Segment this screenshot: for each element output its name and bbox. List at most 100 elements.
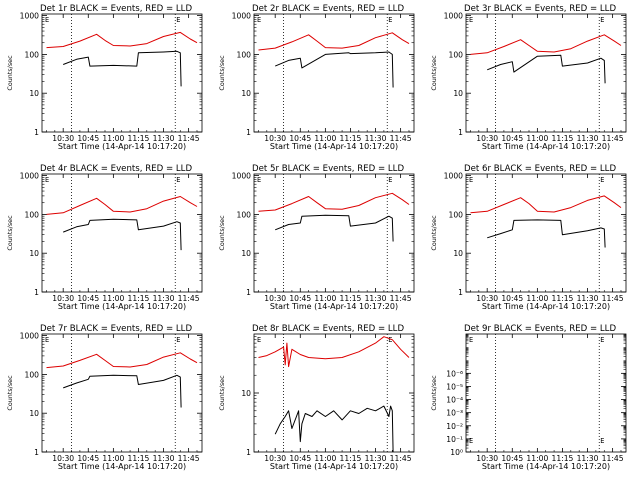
y-tick-label: 1 (246, 288, 251, 297)
panel-title: Det 1r BLACK = Events, RED = LLD (40, 4, 192, 14)
panel-title: Det 6r BLACK = Events, RED = LLD (464, 164, 616, 174)
y-tick-label: 1 (246, 128, 251, 137)
lld-series-line (46, 31, 198, 49)
y-tick-label: 10⁰ (450, 448, 463, 457)
annotation-e: E (45, 176, 49, 184)
y-tick-label: 1000 (444, 172, 463, 181)
x-tick-label: 11:45 (178, 454, 200, 463)
y-axis-label: Counts/sec (6, 215, 14, 251)
x-axis-label: Start Time (14-Apr-14 10:17:20) (58, 142, 186, 151)
x-tick-label: 10:30 (52, 294, 74, 303)
x-tick-label: 11:15 (552, 294, 574, 303)
y-tick-label: 10⁻⁶ (446, 369, 463, 378)
x-tick-label: 11:00 (314, 134, 336, 143)
plot-frame (253, 173, 415, 293)
panel-title: Det 2r BLACK = Events, RED = LLD (252, 4, 404, 14)
plot-frame (253, 333, 415, 453)
y-tick-label: 10⁻⁴ (446, 396, 463, 405)
x-tick-label: 11:30 (153, 454, 175, 463)
panel-title: Det 3r BLACK = Events, RED = LLD (464, 4, 616, 14)
y-tick-label: 1000 (444, 12, 463, 21)
x-tick-label: 11:15 (552, 134, 574, 143)
x-tick-label: 11:30 (577, 294, 599, 303)
annotation-e: E (388, 336, 392, 344)
x-tick-label: 11:30 (153, 134, 175, 143)
y-tick-label: 100 (25, 370, 40, 379)
x-tick-label: 11:00 (102, 454, 124, 463)
y-tick-label: 10⁻³ (446, 409, 463, 418)
lld-series-line (258, 336, 410, 368)
x-tick-label: 11:00 (102, 134, 124, 143)
x-tick-label: 11:45 (602, 134, 624, 143)
y-tick-label: 10 (241, 89, 251, 98)
x-tick-label: 11:45 (390, 454, 412, 463)
y-tick-label: 10 (29, 89, 39, 98)
annotation-e: E (600, 16, 604, 24)
y-tick-label: 1000 (20, 332, 39, 341)
annotation-e: E (600, 336, 604, 344)
x-tick-label: 11:30 (365, 294, 387, 303)
x-tick-label: 11:15 (340, 294, 362, 303)
x-tick-label: 11:00 (526, 294, 548, 303)
plot-frame (41, 13, 203, 133)
x-tick-label: 11:15 (128, 294, 150, 303)
x-tick-label: 11:00 (102, 294, 124, 303)
annotation-e: E (469, 176, 473, 184)
y-tick-label: 1 (34, 288, 39, 297)
x-tick-label: 11:45 (390, 294, 412, 303)
panel-title: Det 9r BLACK = Events, RED = LLD (464, 324, 616, 334)
x-tick-label: 11:15 (552, 454, 574, 463)
annotation-e: E (257, 16, 261, 24)
y-tick-label: 10⁻⁵ (446, 382, 463, 391)
x-tick-label: 10:30 (264, 454, 286, 463)
x-tick-label: 11:30 (577, 134, 599, 143)
x-axis-label: Start Time (14-Apr-14 10:17:20) (270, 462, 398, 471)
y-tick-label: 1000 (232, 172, 251, 181)
y-tick-label: 100 (237, 50, 252, 59)
y-tick-label: 10 (241, 389, 251, 398)
y-axis-label: Counts/sec (218, 375, 226, 411)
x-tick-label: 11:00 (526, 134, 548, 143)
x-tick-label: 10:30 (264, 134, 286, 143)
y-tick-label: 100 (449, 210, 464, 219)
x-tick-label: 11:45 (178, 134, 200, 143)
panel-det-8r: Det 8r BLACK = Events, RED = LLD 10:30 10:… (218, 324, 415, 471)
panel-title: Det 7r BLACK = Events, RED = LLD (40, 324, 192, 334)
y-tick-label: 100 (237, 210, 252, 219)
y-axis-label: Counts/sec (430, 375, 438, 411)
annotation-e: E (257, 336, 261, 344)
x-tick-label: 11:45 (178, 294, 200, 303)
x-tick-label: 10:45 (501, 294, 523, 303)
annotation-e: E (388, 16, 392, 24)
events-series-line (487, 219, 606, 248)
y-axis-label: Counts/sec (430, 55, 438, 91)
x-axis-label: Start Time (14-Apr-14 10:17:20) (482, 462, 610, 471)
lld-series-line (258, 192, 410, 212)
x-tick-label: 11:00 (314, 294, 336, 303)
plot-frame (253, 13, 415, 133)
y-tick-label: 10 (29, 409, 39, 418)
events-series-line (487, 54, 606, 84)
x-tick-label: 10:45 (501, 134, 523, 143)
x-tick-label: 10:30 (264, 294, 286, 303)
lld-series-line (46, 196, 198, 215)
y-tick-label: 100 (25, 210, 40, 219)
y-tick-label: 10 (241, 249, 251, 258)
annotation-e: E (176, 176, 180, 184)
annotation-e: E (176, 336, 180, 344)
panel-det-4r: Det 4r BLACK = Events, RED = LLD 10:30 10:… (6, 164, 203, 311)
y-tick-label: 10 (29, 249, 39, 258)
y-tick-label: 10 (453, 89, 463, 98)
annotation-e: E (388, 176, 392, 184)
plot-frame (41, 333, 203, 453)
y-axis-label: Counts/sec (6, 55, 14, 91)
events-series-line (63, 50, 182, 87)
plot-frame (465, 333, 627, 453)
y-tick-label: 1 (458, 128, 463, 137)
annotation-e: E (45, 16, 49, 24)
x-tick-label: 11:15 (128, 454, 150, 463)
panel-det-9r: Det 9r BLACK = Events, RED = LLD 10:30 10:… (430, 324, 627, 471)
x-tick-label: 10:30 (476, 454, 498, 463)
x-tick-label: 11:45 (602, 294, 624, 303)
